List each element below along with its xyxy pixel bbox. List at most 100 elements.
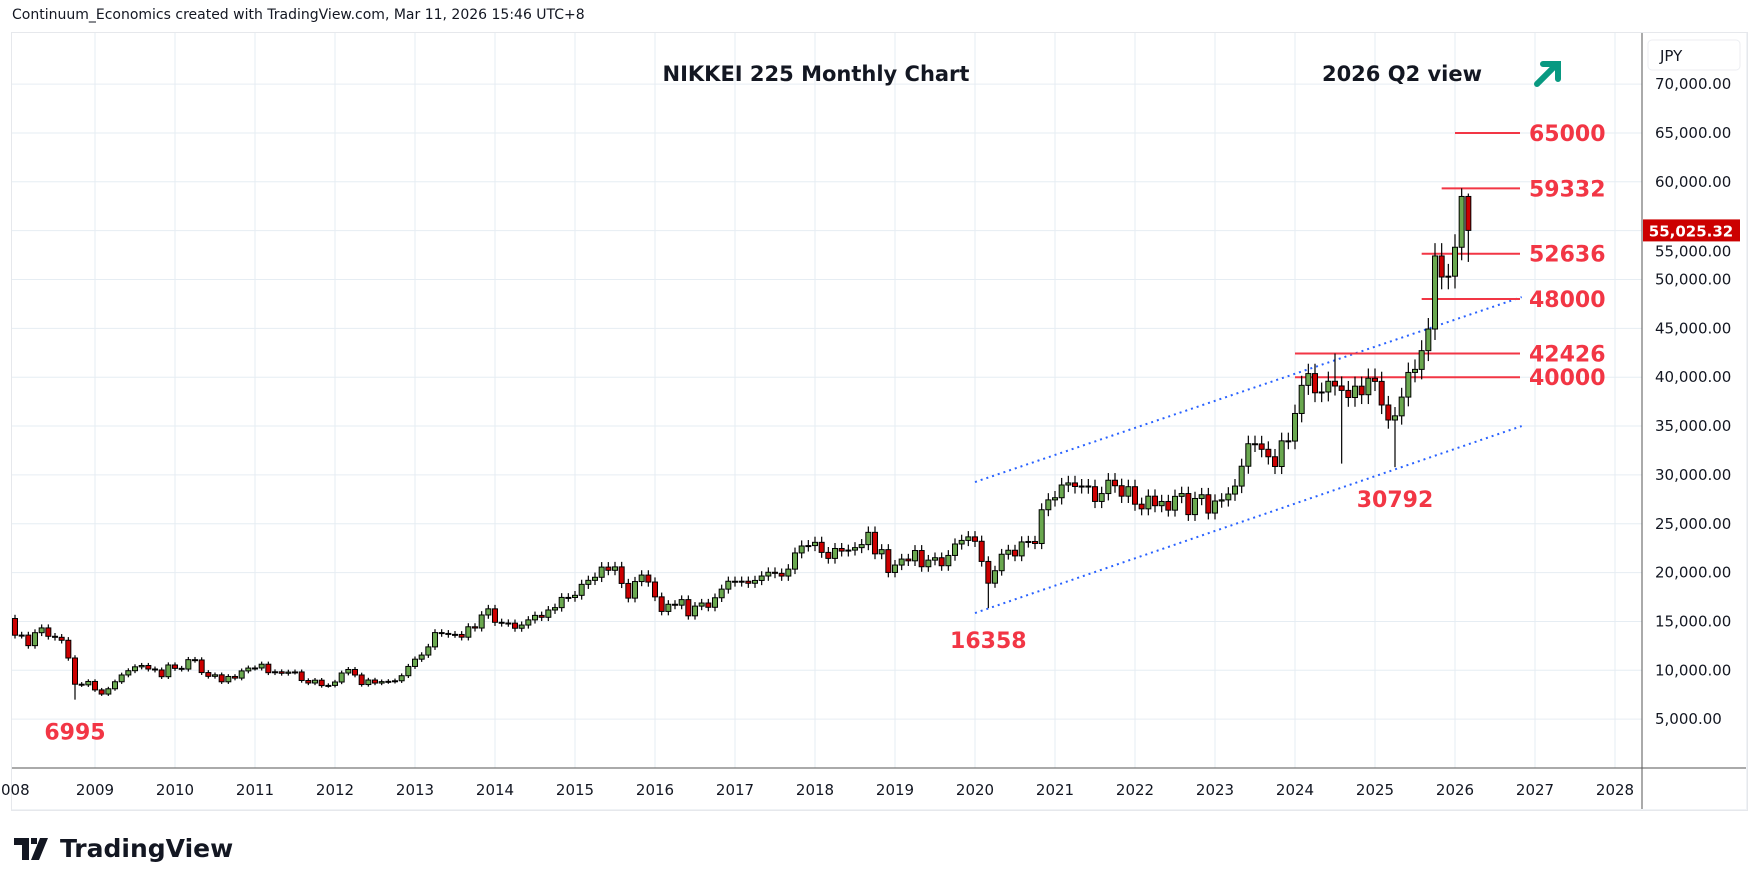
candle (1072, 475, 1078, 494)
candle-body (25, 634, 32, 647)
candle (552, 603, 558, 614)
y-tick-label: 25,000.00 (1655, 515, 1731, 533)
candle (1078, 478, 1085, 494)
candle (298, 669, 305, 683)
candle-body (998, 553, 1005, 572)
candle (1052, 490, 1058, 507)
candle-body (838, 547, 845, 552)
channel-upper-line (974, 296, 1522, 483)
currency-box[interactable] (1647, 39, 1741, 71)
candle-body (1078, 485, 1085, 488)
candle-body (178, 667, 185, 670)
candle (505, 619, 512, 627)
candle-body (792, 552, 798, 570)
candle (1158, 494, 1165, 513)
candle (512, 619, 518, 632)
candle (372, 677, 378, 686)
candle (458, 631, 465, 641)
level-label: 65000 (1529, 122, 1606, 147)
candle (1118, 478, 1125, 503)
candle-body (605, 566, 612, 571)
x-tick-label: 2012 (316, 781, 354, 799)
candle-body (1245, 443, 1252, 467)
candle (278, 669, 285, 676)
x-tick-label: 2021 (1036, 781, 1074, 799)
candle-body (85, 680, 92, 686)
candle-body (1132, 486, 1138, 505)
candle-body (745, 580, 752, 584)
candle (1385, 395, 1392, 429)
candle-body (385, 680, 392, 683)
candle (812, 536, 818, 552)
candle (132, 664, 138, 674)
candle-body (1032, 540, 1038, 545)
candle-body (485, 608, 492, 616)
candle-body (92, 680, 98, 691)
candle-body (665, 603, 672, 612)
candle-body (1225, 493, 1232, 501)
candle-body (372, 679, 378, 684)
candle (878, 544, 885, 560)
candle-body (1158, 500, 1165, 507)
candle (1198, 487, 1205, 506)
candle (225, 674, 232, 684)
candle-body (418, 654, 425, 660)
y-tick-label: 50,000.00 (1655, 271, 1731, 289)
candle (1025, 535, 1032, 548)
candle-body (932, 557, 938, 561)
x-tick-label: 2028 (1596, 781, 1634, 799)
candle-body (1432, 255, 1438, 330)
level-label: 48000 (1529, 288, 1606, 313)
candle-body (1258, 443, 1265, 450)
candle (972, 531, 978, 547)
candle (478, 611, 485, 632)
candle-body (965, 536, 972, 541)
candle (625, 578, 632, 603)
candle-body (1218, 499, 1225, 502)
candle-body (632, 581, 638, 599)
candle-body (1312, 373, 1318, 394)
candle-body (505, 622, 512, 625)
candle-body (432, 632, 438, 648)
time-axis[interactable] (12, 768, 1642, 809)
candle-body (772, 571, 778, 574)
candle (1365, 368, 1372, 405)
candle (1132, 479, 1138, 511)
candle-body (872, 531, 878, 555)
y-tick-label: 45,000.00 (1655, 319, 1731, 337)
tradingview-logo-icon (14, 837, 48, 860)
candle (645, 570, 652, 587)
candle (1418, 340, 1425, 380)
candle (525, 616, 532, 629)
candle-body (1452, 246, 1458, 277)
candle-body (285, 671, 292, 674)
candle-body (252, 667, 258, 670)
candle-body (1465, 195, 1472, 231)
candle-body (1072, 482, 1078, 487)
candle-body (1205, 494, 1212, 514)
candle-body (398, 675, 405, 682)
candle-body (645, 574, 652, 583)
candle-body (765, 571, 772, 577)
candle (492, 604, 498, 626)
candle-body (1045, 499, 1052, 511)
candle (1125, 479, 1132, 503)
candle (58, 634, 65, 644)
candle (752, 575, 758, 588)
candle-body (785, 568, 792, 577)
candle-body (52, 635, 58, 638)
candle (898, 553, 905, 571)
candle-body (1252, 443, 1258, 446)
candle-body (585, 579, 592, 585)
candle (432, 629, 438, 650)
candle (1405, 362, 1412, 407)
y-tick-label: 20,000.00 (1655, 564, 1731, 582)
candle-body (898, 558, 905, 566)
candle (872, 526, 878, 560)
candle (52, 632, 58, 641)
candle (538, 611, 545, 622)
candle (178, 665, 185, 672)
tradingview-logo[interactable]: TradingView (14, 834, 233, 863)
price-axis[interactable] (1642, 33, 1746, 809)
